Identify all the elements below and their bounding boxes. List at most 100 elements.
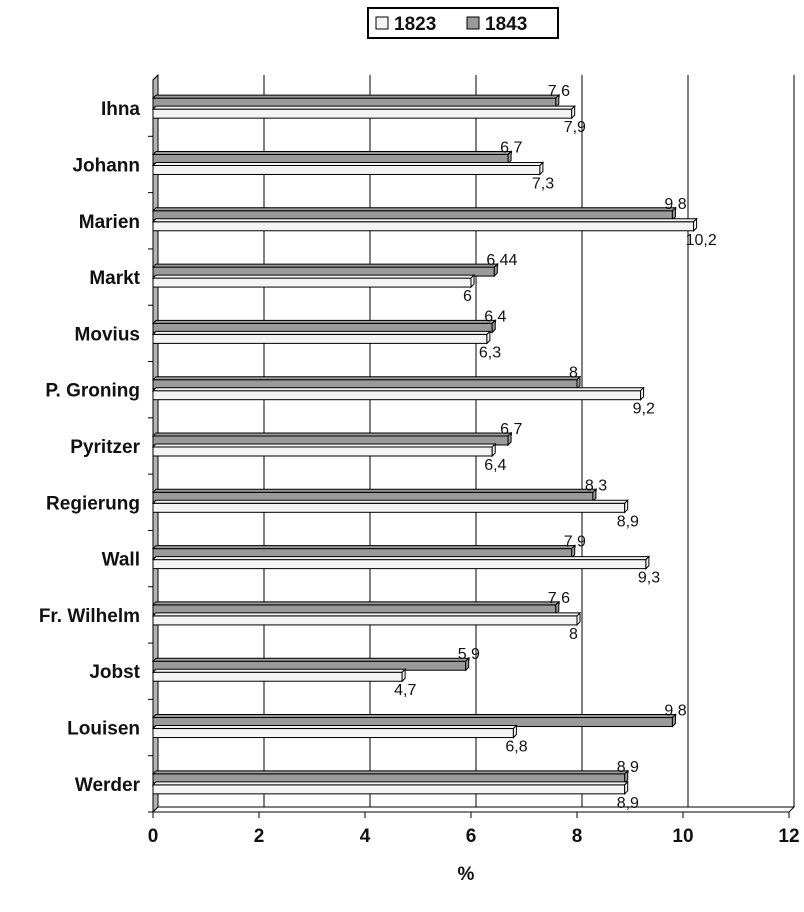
data-label-1843: 8,3 xyxy=(585,477,607,494)
bar-1823 xyxy=(151,330,492,345)
bar-1843-top xyxy=(151,770,629,775)
x-tick-label: 0 xyxy=(148,826,159,847)
data-label-1843: 8,9 xyxy=(617,759,639,776)
bar-1843-side xyxy=(555,93,560,109)
bar-1823 xyxy=(151,555,651,570)
data-label-1823: 4,7 xyxy=(394,682,416,699)
bar-1823-side xyxy=(539,161,544,176)
bar-1843 xyxy=(151,206,677,221)
bar-1843-side xyxy=(493,262,498,278)
bar-1823-side xyxy=(624,780,629,796)
bar-1823-face xyxy=(152,502,626,513)
bar-1843 xyxy=(151,769,629,785)
legend-swatch-1843 xyxy=(466,16,480,30)
data-label-1823: 9,2 xyxy=(633,401,655,418)
bar-1843 xyxy=(151,488,598,503)
bar-1823-top xyxy=(151,668,407,673)
category-label: Regierung xyxy=(46,493,140,514)
data-label-1843: 9,8 xyxy=(664,703,686,720)
bar-1843-side xyxy=(592,488,597,503)
data-label-1843: 6,44 xyxy=(486,252,517,269)
bar-1843-side xyxy=(576,375,581,390)
x-tick-label: 10 xyxy=(672,826,693,847)
bar-1823-top xyxy=(151,161,545,166)
x-tick-label: 12 xyxy=(778,826,799,847)
chart-floor xyxy=(151,806,796,813)
bar-1843-side xyxy=(507,431,512,447)
bar-1823-side xyxy=(576,611,581,627)
bar-1843-top xyxy=(151,432,513,437)
bar-1823-top xyxy=(151,612,582,617)
bar-1823-face xyxy=(152,390,642,401)
data-label-1843: 6,7 xyxy=(500,421,522,438)
bar-1823-top xyxy=(151,443,497,448)
bar-1823-face xyxy=(152,108,573,119)
bar-1823 xyxy=(151,442,497,458)
bar-1823-top xyxy=(151,499,629,504)
bar-1843 xyxy=(151,657,470,672)
bar-1823 xyxy=(151,217,698,232)
bar-1823-side xyxy=(486,330,491,345)
data-label-1843: 6,4 xyxy=(484,308,506,325)
category-label: Fr. Wilhelm xyxy=(39,606,140,627)
category-label: Marien xyxy=(79,212,140,233)
bar-1843 xyxy=(151,375,582,390)
bar-1843 xyxy=(151,262,499,278)
bar-1843-top xyxy=(151,150,513,155)
bar-1823-top xyxy=(151,218,698,223)
bar-1843-side xyxy=(465,657,470,672)
bar-1843 xyxy=(151,93,561,109)
legend-swatch-1823 xyxy=(375,16,389,30)
bar-1823-side xyxy=(640,386,645,401)
bar-1823-face xyxy=(152,728,514,739)
data-label-1823: 6 xyxy=(463,288,472,305)
category-label: Louisen xyxy=(67,719,140,740)
data-label-1823: 6,8 xyxy=(505,739,527,756)
bar-1843 xyxy=(151,713,677,728)
bar-1823-face xyxy=(152,221,695,232)
bar-1823 xyxy=(151,611,582,627)
x-tick-label: 2 xyxy=(254,826,265,847)
bar-1843 xyxy=(151,600,561,616)
legend-label-1823: 1823 xyxy=(394,14,436,35)
category-label: Wall xyxy=(102,550,140,571)
bar-1843-side xyxy=(671,206,676,221)
bar-1843-top xyxy=(151,488,598,493)
bar-1843-side xyxy=(555,600,560,616)
category-label: Johann xyxy=(72,155,140,176)
bar-1823-side xyxy=(645,555,650,570)
bar-1823-face xyxy=(152,277,472,288)
bar-1843 xyxy=(151,431,513,447)
category-label: Movius xyxy=(75,324,140,345)
legend-label-1843: 1843 xyxy=(485,14,527,35)
bar-1843-side xyxy=(571,544,576,559)
data-label-1823: 8,9 xyxy=(617,513,639,530)
bar-1823 xyxy=(151,273,476,289)
bar-1843-top xyxy=(151,207,677,212)
x-axis-title: % xyxy=(458,864,475,885)
bar-1843-top xyxy=(151,545,576,550)
data-label-1823: 8,9 xyxy=(617,795,639,812)
bar-1823-face xyxy=(152,164,541,175)
bar-1843-top xyxy=(151,657,470,662)
bar-1843-top xyxy=(151,263,499,268)
bar-1823-top xyxy=(151,725,518,730)
bar-1823-face xyxy=(152,446,493,457)
bar-1823-side xyxy=(470,273,475,289)
category-label: Ihna xyxy=(101,99,140,120)
bar-1823 xyxy=(151,161,545,176)
data-label-1843: 7,6 xyxy=(548,83,570,100)
bar-1843-top xyxy=(151,714,677,719)
bar-1823-side xyxy=(512,724,517,739)
data-label-1843: 5,9 xyxy=(458,646,480,663)
bar-1843-top xyxy=(151,94,561,99)
x-tick-label: 8 xyxy=(572,826,583,847)
bar-1843 xyxy=(151,544,576,559)
category-label: Jobst xyxy=(89,662,140,683)
data-label-1823: 10,2 xyxy=(686,232,717,249)
bar-1843-side xyxy=(507,150,512,165)
bar-1823 xyxy=(151,386,645,401)
bar-1823-face xyxy=(152,784,626,795)
data-label-1823: 7,3 xyxy=(532,175,554,192)
